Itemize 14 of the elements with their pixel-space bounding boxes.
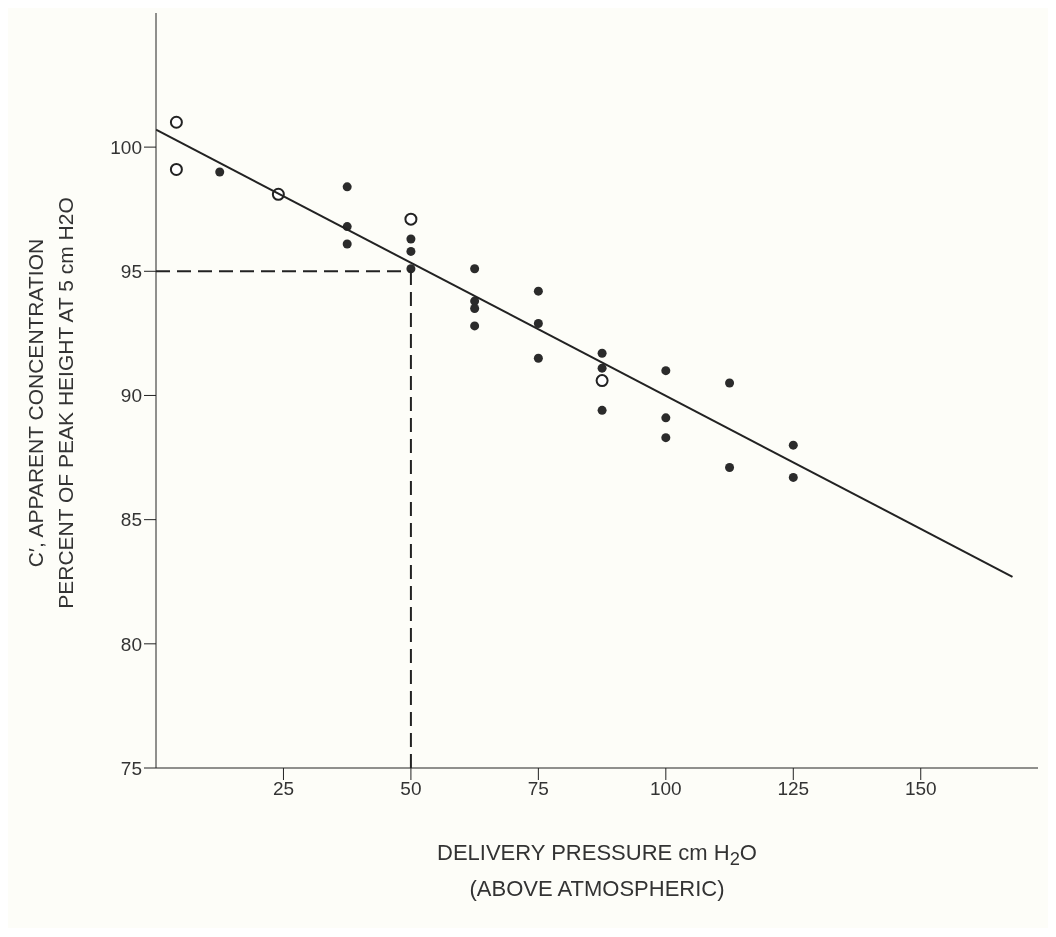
x-tick-label: 125 [777,778,810,800]
y-tick-label: 85 [120,509,142,531]
y-axis-title: C′, APPARENT CONCENTRATION PERCENT OF PEAK HEIGHT AT 5 cm H2O [23,197,78,609]
y-tick-label: 95 [120,261,142,283]
x-tick-label: 50 [400,778,422,800]
y-tick-label: 90 [120,385,142,407]
y-tick-label: 80 [120,633,142,655]
y-tick-label: 100 [110,136,142,158]
x-tick-label: 25 [272,778,295,800]
x-tick-label: 75 [527,778,549,800]
x-axis-title: DELIVERY PRESSURE cm H$_{2}$O (ABOVE ATMOSPHERIC) [436,839,758,904]
y-tick-label: 75 [120,757,142,779]
x-tick-label: 100 [649,778,682,800]
x-tick-label: 150 [904,778,937,800]
